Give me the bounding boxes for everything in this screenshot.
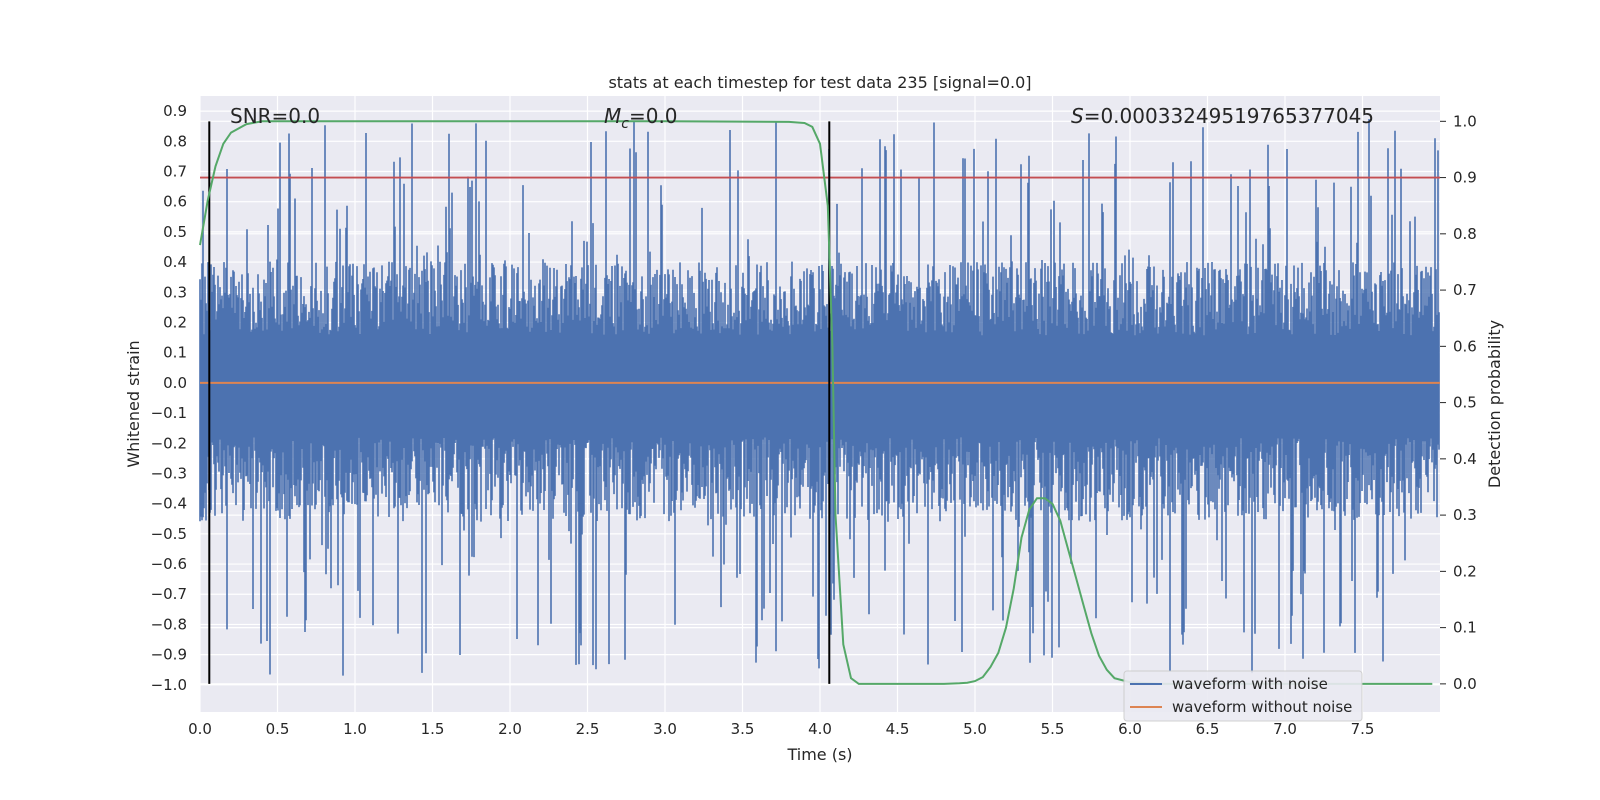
chart-overlay — [199, 120, 1440, 685]
y-right-tick-label: 0.0 — [1453, 675, 1477, 693]
x-axis-label: Time (s) — [786, 745, 852, 764]
y-left-tick-label: 0.1 — [163, 344, 187, 362]
mc-value: =0.0 — [629, 104, 678, 128]
x-tick-label: 6.5 — [1196, 720, 1220, 738]
y-left-tick-label: −0.4 — [151, 495, 187, 513]
legend-label-waveform-without-noise: waveform without noise — [1172, 698, 1352, 716]
y-left-tick-label: −0.3 — [151, 464, 187, 482]
y-left-tick-label: −0.5 — [151, 525, 187, 543]
y-left-tick-label: −0.1 — [151, 404, 187, 422]
mc-symbol: M — [604, 104, 621, 128]
x-tick-label: 4.0 — [808, 720, 832, 738]
y-left-tick-label: 0.3 — [163, 283, 187, 301]
y-right-tick-label: 0.8 — [1453, 225, 1477, 243]
y-left-tick-label: −1.0 — [151, 676, 187, 694]
x-tick-label: 7.5 — [1351, 720, 1375, 738]
s-annotation: S=0.00033249519765377045 — [1071, 104, 1374, 128]
y-right-tick-label: 0.4 — [1453, 450, 1477, 468]
x-tick-label: 0.5 — [266, 720, 290, 738]
x-tick-label: 5.0 — [963, 720, 987, 738]
x-tick-label: 5.5 — [1041, 720, 1065, 738]
x-tick-label: 1.5 — [421, 720, 445, 738]
y-left-tick-label: −0.8 — [151, 615, 187, 633]
snr-annotation: SNR=0.0 — [230, 104, 320, 128]
legend-box — [1123, 670, 1363, 722]
y-right-tick-label: 1.0 — [1453, 112, 1477, 130]
y-left-tick-label: 0.0 — [163, 374, 187, 392]
x-tick-label: 3.5 — [731, 720, 755, 738]
chart-title: stats at each timestep for test data 235… — [608, 73, 1031, 92]
y-left-tick-label: −0.9 — [151, 646, 187, 664]
x-tick-label: 6.0 — [1118, 720, 1142, 738]
y-left-tick-label: −0.6 — [151, 555, 187, 573]
y-left-tick-label: 0.2 — [163, 313, 187, 331]
legend: waveform with noise waveform without noi… — [1123, 670, 1363, 722]
x-tick-label: 1.0 — [343, 720, 367, 738]
y-right-tick-label: 0.2 — [1453, 562, 1477, 580]
y-right-tick-label: 0.6 — [1453, 337, 1477, 355]
waveform-with-noise-line — [199, 119, 1440, 676]
y-axis-left-label: Whitened strain — [124, 340, 143, 467]
y-left-tick-label: −0.7 — [151, 585, 187, 603]
mc-subscript: c — [621, 116, 629, 132]
y-right-tick-label: 0.7 — [1453, 281, 1477, 299]
x-tick-label: 0.0 — [188, 720, 212, 738]
x-tick-label: 3.0 — [653, 720, 677, 738]
y-left-tick-label: −0.2 — [151, 434, 187, 452]
y-left-tick-label: 0.7 — [163, 162, 187, 180]
chirp-mass-annotation: Mc=0.0 — [604, 104, 678, 132]
y-axis-right-label: Detection probability — [1485, 320, 1504, 488]
legend-label-waveform-with-noise: waveform with noise — [1172, 675, 1328, 693]
y-right-tick-label: 0.9 — [1453, 169, 1477, 187]
y-left-tick-label: 0.8 — [163, 132, 187, 150]
y-right-tick-label: 0.3 — [1453, 506, 1477, 524]
y-right-tick-label: 0.5 — [1453, 394, 1477, 412]
s-symbol: S — [1071, 104, 1084, 128]
y-left-tick-label: 0.5 — [163, 223, 187, 241]
y-right-tick-label: 0.1 — [1453, 619, 1477, 637]
series-waveform-with-noise — [199, 119, 1440, 676]
axes: 0.0 0.5 1.0 1.5 2.0 2.5 3.0 3.5 4.0 4.5 5.0 5.5 6.0 6… — [151, 102, 1477, 738]
x-tick-label: 4.5 — [886, 720, 910, 738]
y-left-tick-label: 0.9 — [163, 102, 187, 120]
s-value: =0.00033249519765377045 — [1084, 104, 1374, 128]
y-left-tick-label: 0.6 — [163, 193, 187, 211]
x-tick-label: 7.0 — [1273, 720, 1297, 738]
x-tick-label: 2.5 — [576, 720, 600, 738]
detection-probability-line — [199, 120, 1433, 685]
y-left-tick-label: 0.4 — [163, 253, 187, 271]
x-tick-label: 2.0 — [498, 720, 522, 738]
